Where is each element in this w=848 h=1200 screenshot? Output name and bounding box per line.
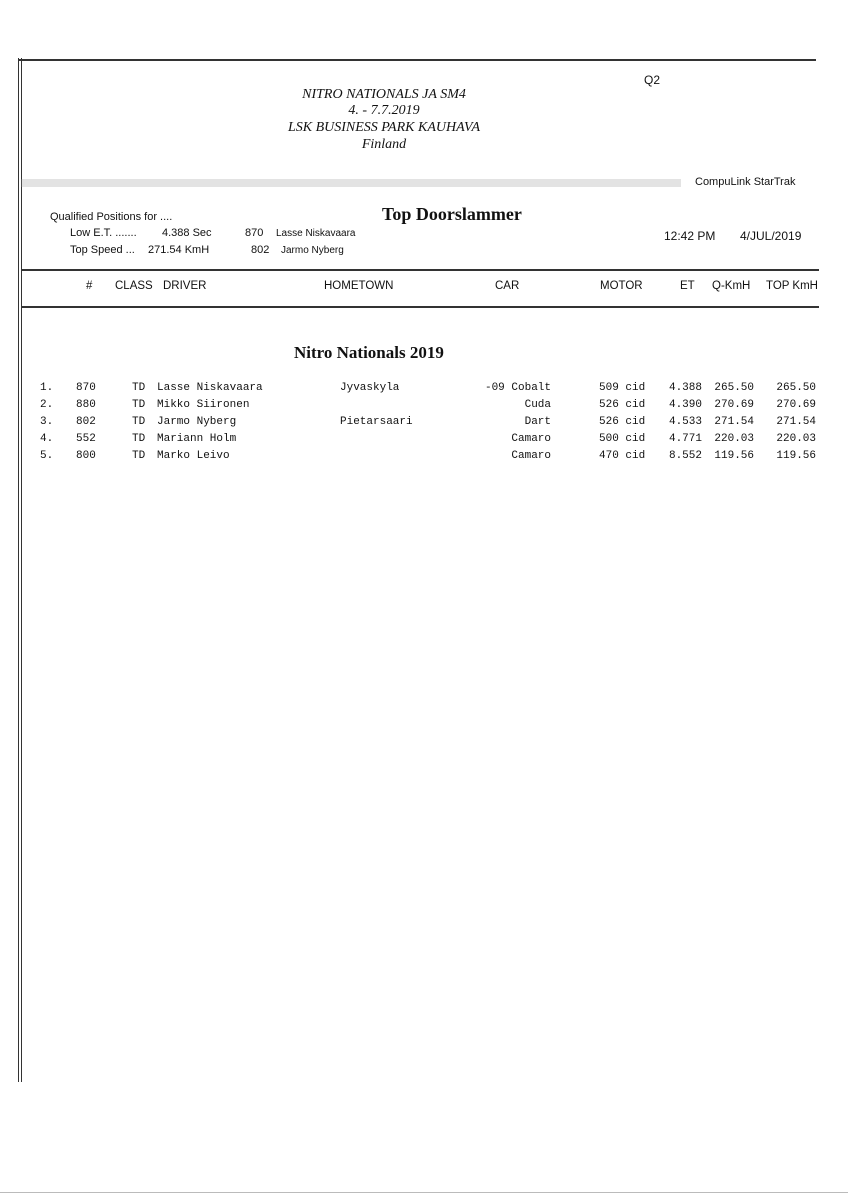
cell-et: 4.771 bbox=[668, 433, 702, 445]
col-number: # bbox=[86, 280, 93, 292]
left-border bbox=[18, 58, 19, 1082]
cell-driver: Mariann Holm bbox=[157, 433, 237, 445]
dotted-band bbox=[21, 179, 681, 187]
event-title: NITRO NATIONALS JA SM4 bbox=[302, 87, 466, 102]
header-rule-bottom bbox=[21, 306, 819, 308]
cell-et: 4.388 bbox=[668, 382, 702, 394]
cell-car: Camaro bbox=[511, 433, 551, 445]
cell-et: 4.390 bbox=[668, 399, 702, 411]
cell-num: 800 bbox=[76, 450, 96, 462]
col-motor: MOTOR bbox=[600, 280, 643, 292]
cell-top: 271.54 bbox=[776, 416, 816, 428]
cell-motor: 470 cid bbox=[599, 450, 646, 462]
print-date: 4/JUL/2019 bbox=[740, 229, 802, 243]
cell-car: -09 Cobalt bbox=[484, 382, 551, 394]
cell-cls: TD bbox=[132, 416, 146, 428]
left-border-inner bbox=[21, 58, 22, 1082]
low-et-label: Low E.T. ....... bbox=[70, 227, 137, 239]
cell-num: 802 bbox=[76, 416, 96, 428]
cell-num: 880 bbox=[76, 399, 96, 411]
top-speed-value: 271.54 KmH bbox=[148, 244, 210, 256]
cell-top: 265.50 bbox=[776, 382, 816, 394]
cell-q: 271.54 bbox=[714, 416, 754, 428]
section-title: Nitro Nationals 2019 bbox=[294, 343, 444, 362]
cell-car: Cuda bbox=[524, 399, 551, 411]
col-driver: DRIVER bbox=[163, 280, 207, 292]
cell-num: 870 bbox=[76, 382, 96, 394]
low-et-car: 870 bbox=[245, 227, 264, 239]
cell-driver: Lasse Niskavaara bbox=[157, 382, 263, 394]
top-speed-car: 802 bbox=[251, 244, 270, 256]
cell-top: 270.69 bbox=[776, 399, 816, 411]
cell-hometown: Pietarsaari bbox=[340, 416, 413, 428]
top-speed-label: Top Speed ... bbox=[70, 244, 135, 256]
cell-driver: Mikko Siironen bbox=[157, 399, 250, 411]
cell-pos: 1. bbox=[40, 382, 54, 394]
col-car: CAR bbox=[495, 280, 520, 292]
event-dates: 4. - 7.7.2019 bbox=[348, 103, 420, 118]
cell-pos: 2. bbox=[40, 399, 54, 411]
top-rule bbox=[18, 59, 816, 61]
cell-motor: 500 cid bbox=[599, 433, 646, 445]
bottom-rule bbox=[0, 1192, 848, 1193]
cell-et: 4.533 bbox=[668, 416, 702, 428]
cell-cls: TD bbox=[132, 433, 146, 445]
cell-hometown: Jyvaskyla bbox=[340, 382, 400, 394]
cell-motor: 526 cid bbox=[599, 399, 646, 411]
event-country: Finland bbox=[361, 137, 407, 152]
cell-q: 119.56 bbox=[714, 450, 754, 462]
print-time: 12:42 PM bbox=[664, 229, 716, 243]
col-top-kmh: TOP KmH bbox=[766, 280, 818, 292]
cell-et: 8.552 bbox=[668, 450, 702, 462]
col-et: ET bbox=[680, 280, 695, 292]
col-class: CLASS bbox=[115, 280, 153, 292]
cell-top: 119.56 bbox=[776, 450, 816, 462]
header-rule-top bbox=[21, 269, 819, 271]
top-speed-driver: Jarmo Nyberg bbox=[281, 245, 344, 256]
col-q-kmh: Q-KmH bbox=[712, 280, 751, 292]
session-label: Q2 bbox=[644, 73, 661, 87]
cell-q: 270.69 bbox=[714, 399, 754, 411]
col-hometown: HOMETOWN bbox=[324, 280, 394, 292]
cell-motor: 509 cid bbox=[599, 382, 646, 394]
cell-driver: Marko Leivo bbox=[157, 450, 230, 462]
class-title: Top Doorslammer bbox=[382, 204, 522, 224]
cell-pos: 3. bbox=[40, 416, 54, 428]
cell-q: 265.50 bbox=[714, 382, 754, 394]
event-venue: LSK BUSINESS PARK KAUHAVA bbox=[287, 120, 481, 135]
system-label: CompuLink StarTrak bbox=[695, 176, 796, 188]
low-et-value: 4.388 Sec bbox=[162, 227, 212, 239]
cell-motor: 526 cid bbox=[599, 416, 646, 428]
low-et-driver: Lasse Niskavaara bbox=[276, 228, 356, 239]
cell-top: 220.03 bbox=[776, 433, 816, 445]
cell-q: 220.03 bbox=[714, 433, 754, 445]
cell-pos: 5. bbox=[40, 450, 54, 462]
cell-car: Dart bbox=[524, 416, 551, 428]
cell-driver: Jarmo Nyberg bbox=[157, 416, 237, 428]
cell-num: 552 bbox=[76, 433, 96, 445]
cell-cls: TD bbox=[132, 382, 146, 394]
cell-pos: 4. bbox=[40, 433, 54, 445]
cell-cls: TD bbox=[132, 450, 146, 462]
qualified-label: Qualified Positions for .... bbox=[50, 211, 173, 223]
cell-cls: TD bbox=[132, 399, 146, 411]
cell-car: Camaro bbox=[511, 450, 551, 462]
